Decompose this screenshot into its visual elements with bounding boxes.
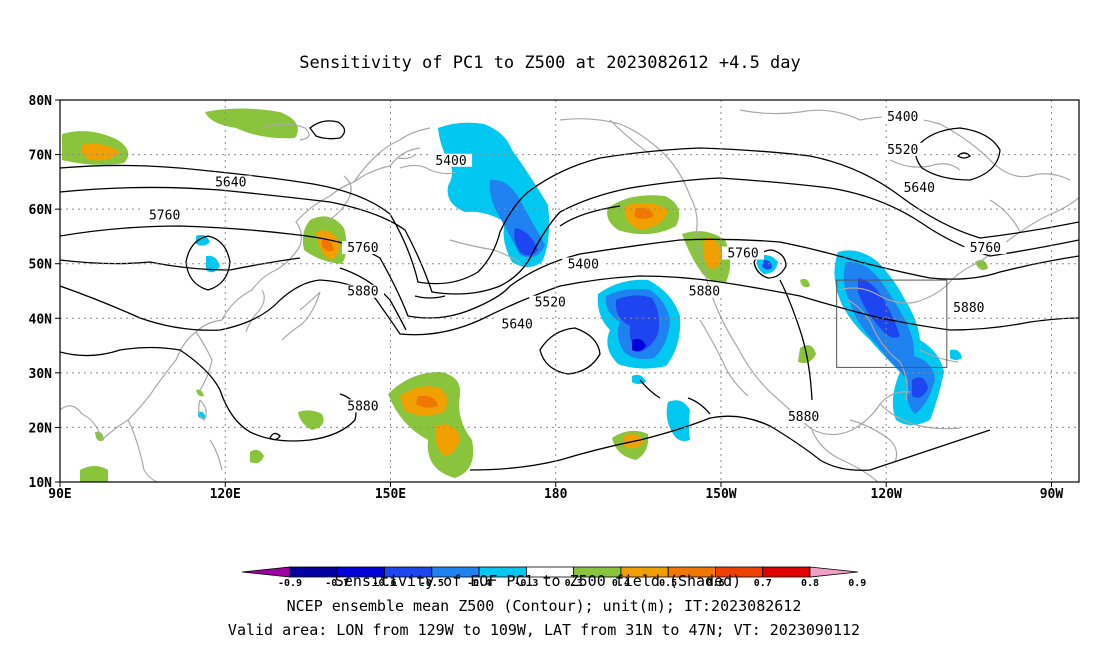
contour-label-bg	[722, 246, 765, 260]
contour-label-bg	[1091, 367, 1100, 380]
footer-contour-description: NCEP ensemble mean Z500 (Contour); unit(…	[287, 597, 802, 615]
map-frame	[59, 99, 1080, 483]
lon-tick-label: 90W	[1040, 487, 1064, 502]
contour-label-bg	[964, 241, 1007, 255]
contour-label-bg	[529, 295, 572, 309]
axis-ticks	[55, 99, 1052, 487]
contour-label: 5880	[347, 285, 378, 300]
contour-label: 5640	[904, 181, 935, 196]
map-title: Sensitivity of PC1 to Z500 at 2023082612…	[299, 53, 801, 73]
colorbar-tick-label: 0.7	[754, 578, 772, 589]
longitude-labels: 90E 120E 150E 180 150W 120W 90W	[48, 487, 1063, 502]
contour-label: 5760	[727, 247, 758, 262]
contour-label-bg	[341, 241, 384, 255]
valid-area-box	[836, 279, 948, 368]
z500-contours	[60, 120, 1079, 471]
lon-tick-label: 120W	[871, 487, 902, 502]
gridlines	[60, 100, 1079, 482]
lat-tick-label: 20N	[29, 421, 53, 436]
lat-tick-label: 70N	[29, 149, 53, 164]
contour-label-bg	[898, 181, 941, 195]
lon-tick-label: 90E	[48, 487, 71, 502]
colorbar-tick-label: 0.9	[848, 578, 866, 589]
contour-label: 5520	[535, 296, 566, 311]
lat-tick-label: 80N	[29, 94, 53, 109]
colorbar-tick-label: 0.4	[612, 578, 630, 589]
contour-label: 5760	[970, 241, 1001, 256]
colorbar-tick-label: 0.5	[659, 578, 677, 589]
contour-label-bg	[683, 284, 726, 298]
contour-label-bg	[782, 410, 825, 424]
contour-label: 5520	[887, 143, 918, 158]
contour-label-bg	[209, 175, 252, 189]
colorbar-tick-label: -0.4	[467, 578, 491, 589]
colorbar-segment	[289, 566, 338, 578]
footer-shading-description: Sensitivity of EOF PC1 to Z500 field (Sh…	[335, 572, 741, 590]
colorbar-arrow-high	[809, 566, 859, 578]
contour-label-bg	[562, 257, 605, 271]
latitude-labels: 80N 70N 60N 50N 40N 30N 20N 10N	[29, 94, 53, 491]
colorbar-tick-label: -0.5	[420, 578, 444, 589]
lon-tick-label: 150W	[705, 487, 736, 502]
contour-label: 5400	[568, 257, 599, 272]
coastlines	[60, 109, 1079, 482]
colorbar-tick-label: -0.6	[372, 578, 396, 589]
contour-label-bg	[341, 399, 384, 413]
contour-label-bg	[947, 301, 990, 315]
contour-label-bg	[496, 317, 539, 331]
contour-label: 5880	[953, 301, 984, 316]
contour-label-bg	[881, 142, 924, 156]
colorbar-tick-label: 0.6	[706, 578, 724, 589]
contour-labels: 5400552056405400564057605760588054005520…	[143, 110, 1100, 425]
contour-label: 5880	[1096, 367, 1100, 382]
colorbar-tick-label: 0.3	[565, 578, 583, 589]
lon-tick-label: 180	[544, 487, 568, 502]
contour-label: 5400	[435, 154, 466, 169]
colorbar-tick-label: -0.3	[514, 578, 538, 589]
colorbar-segment	[762, 566, 811, 578]
contour-label: 5640	[502, 317, 533, 332]
contour-label-bg	[881, 110, 924, 124]
contour-label: 5880	[347, 399, 378, 414]
lon-tick-label: 150E	[375, 487, 406, 502]
lat-tick-label: 10N	[29, 476, 53, 491]
contour-label: 5640	[215, 176, 246, 191]
colorbar-tick-label: -0.9	[278, 578, 302, 589]
colorbar-tick-label: 0.8	[801, 578, 819, 589]
contour-label: 5760	[149, 208, 180, 223]
lat-tick-label: 30N	[29, 367, 53, 382]
contour-label: 5760	[347, 241, 378, 256]
contour-label-bg	[341, 284, 384, 298]
colorbar-tick-label: -0.7	[325, 578, 349, 589]
lat-tick-label: 40N	[29, 312, 53, 327]
contour-label-bg	[143, 208, 186, 222]
lon-tick-label: 120E	[210, 487, 241, 502]
contour-label: 5880	[689, 285, 720, 300]
colorbar-arrow-low	[241, 566, 291, 578]
lat-tick-label: 60N	[29, 203, 53, 218]
lat-tick-label: 50N	[29, 258, 53, 273]
contour-label: 5880	[788, 410, 819, 425]
shaded-sensitivity	[62, 108, 988, 482]
contour-label: 5400	[887, 110, 918, 125]
contour-label-bg	[430, 153, 473, 167]
footer-valid-area: Valid area: LON from 129W to 109W, LAT f…	[228, 621, 860, 639]
colorbar: -0.9 -0.7 -0.6 -0.5 -0.4 -0.3 0.3 0.4 0.5 0.6 0.7 0…	[241, 566, 866, 589]
